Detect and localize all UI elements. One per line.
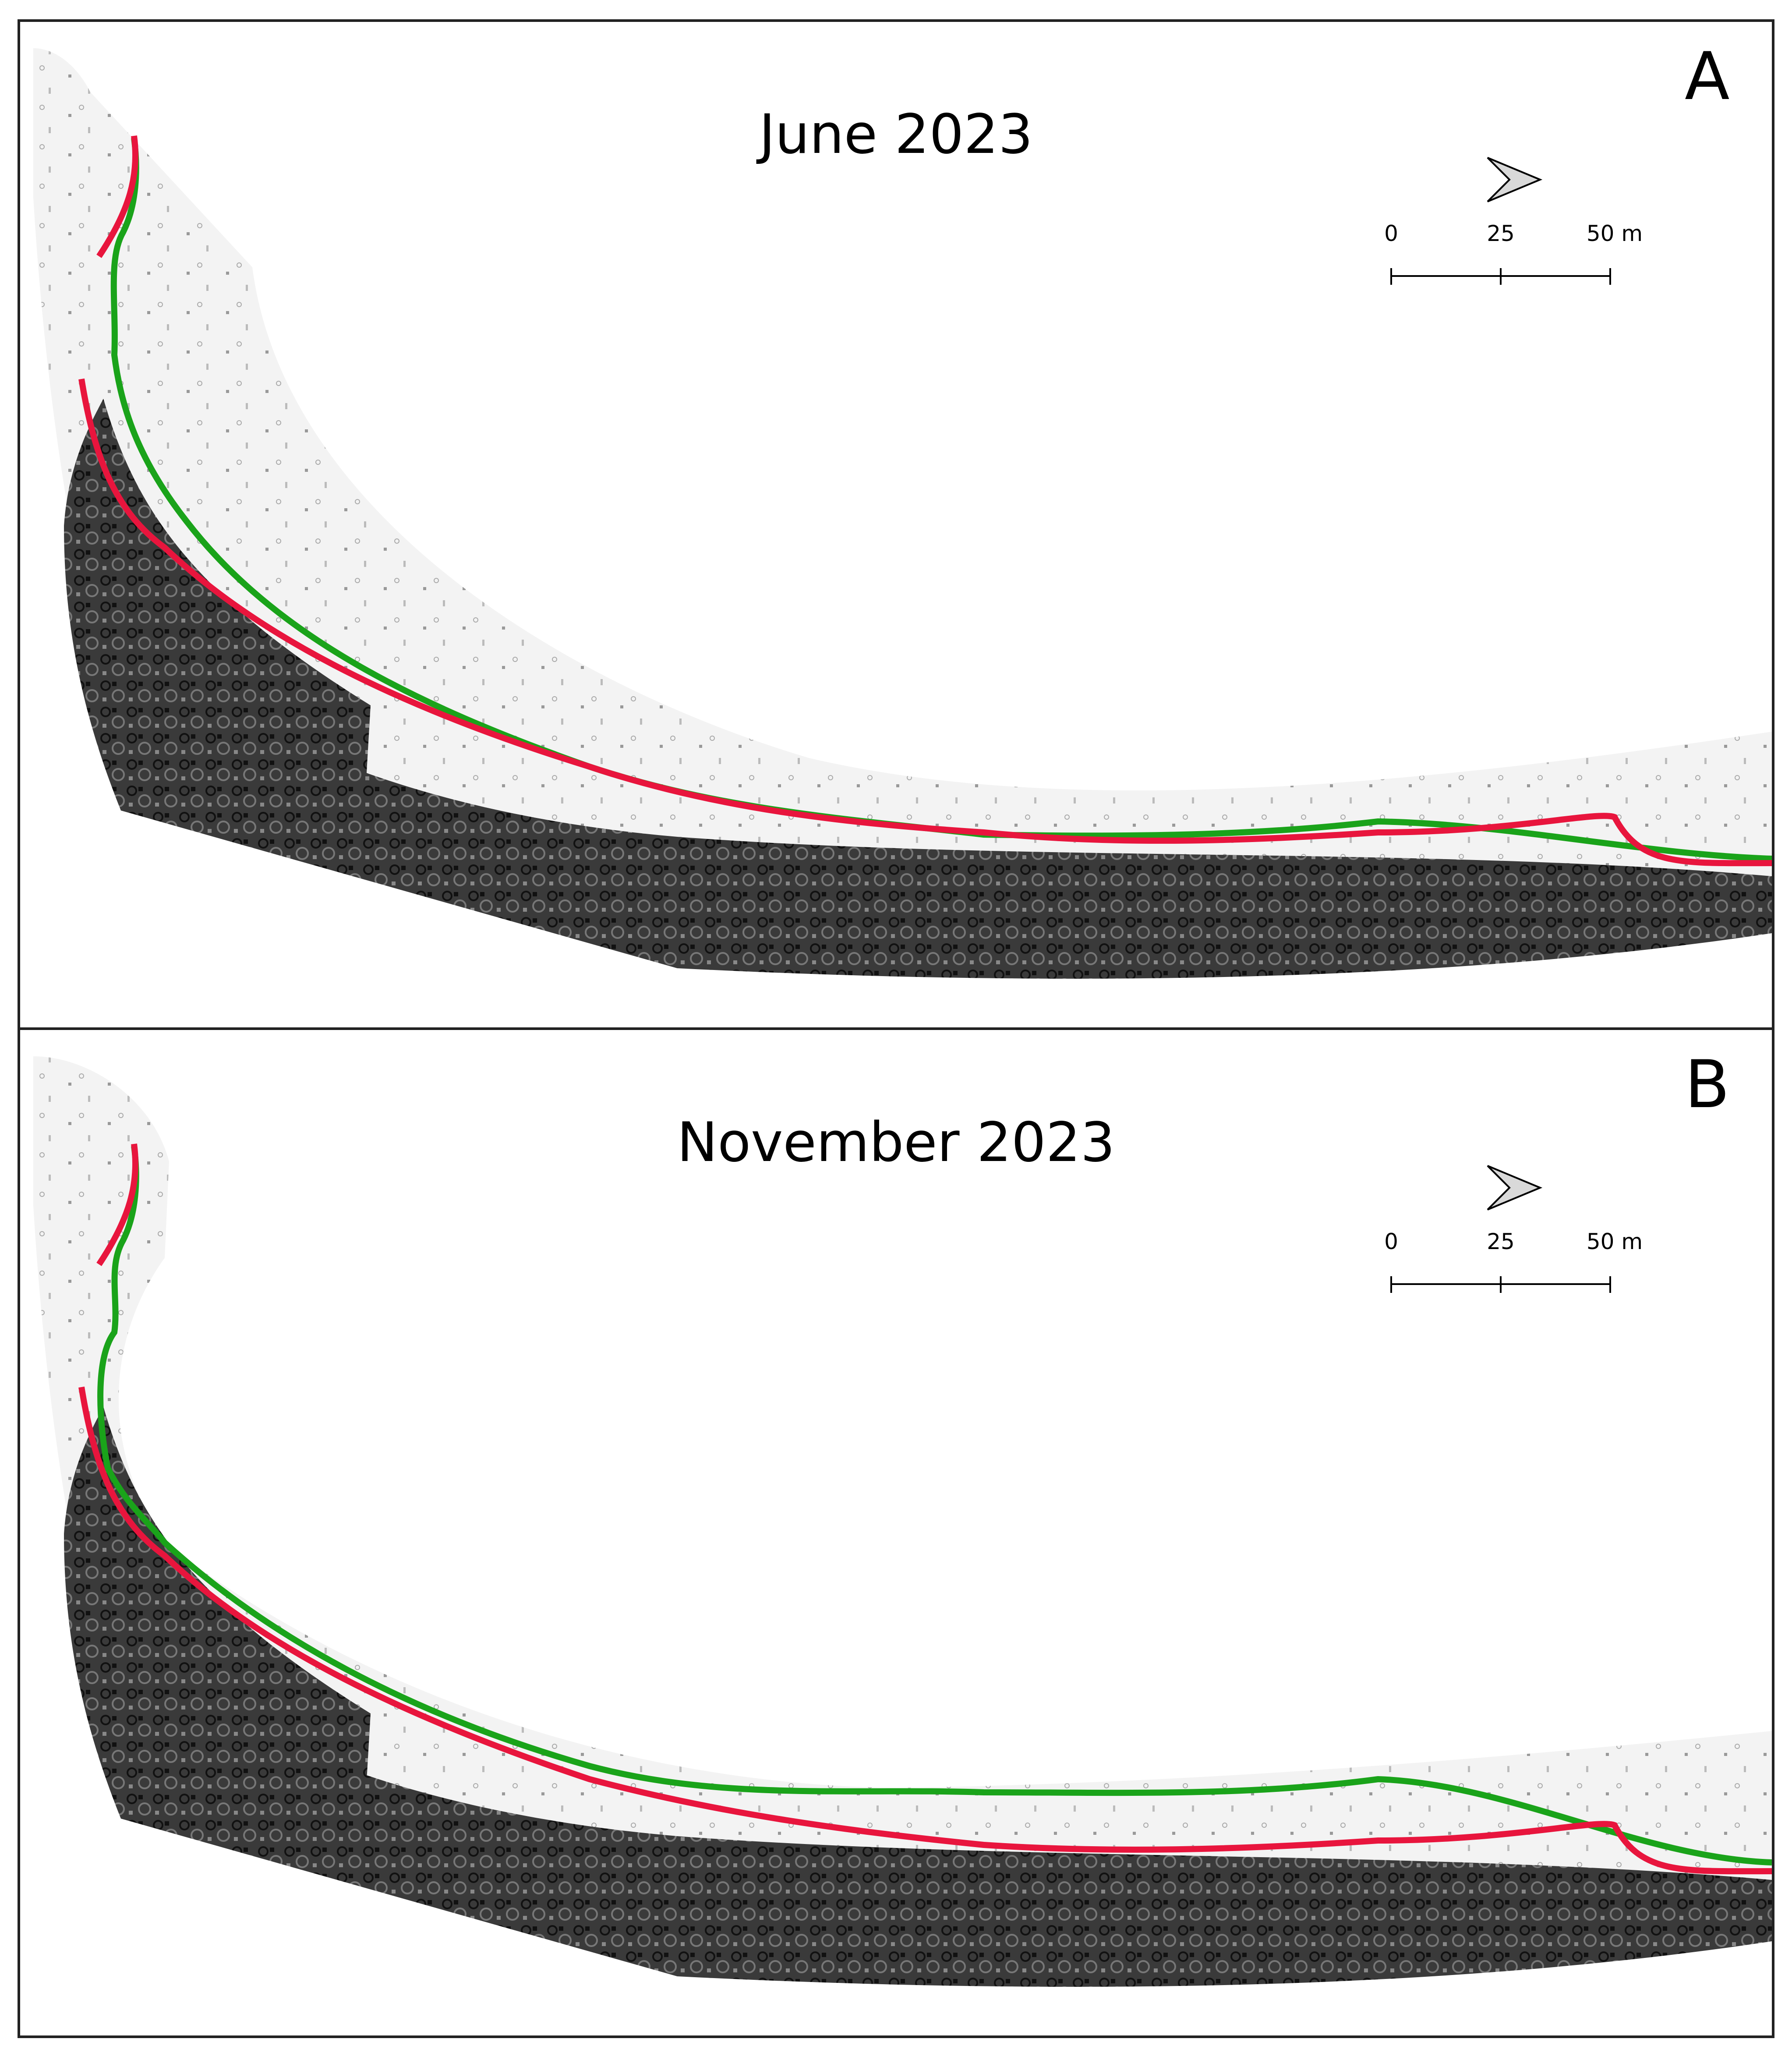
panel-title: June 2023 xyxy=(759,103,1033,166)
shoreline-green xyxy=(97,1146,1772,1865)
map-panel-b: B November 2023 0 25 50 m xyxy=(18,1027,1774,2038)
rock-area xyxy=(64,526,1772,979)
scale-label-50: 50 m xyxy=(1587,1229,1643,1254)
map-canvas-a xyxy=(33,48,1772,979)
panel-letter: A xyxy=(1685,39,1730,115)
north-arrow-icon xyxy=(1487,157,1543,202)
shoreline-red xyxy=(78,135,1772,867)
rock-area xyxy=(64,1534,1772,1987)
map-canvas-b xyxy=(33,1056,1772,1987)
scale-label-0: 0 xyxy=(1384,221,1398,246)
scale-and-north: 0 25 50 m xyxy=(1384,1165,1643,1293)
panel-letter: B xyxy=(1685,1047,1730,1123)
scale-label-50: 50 m xyxy=(1587,221,1643,246)
north-arrow-icon xyxy=(1487,1165,1543,1211)
rock-area-upper xyxy=(64,1407,371,1862)
panel-title: November 2023 xyxy=(677,1111,1115,1174)
map-panel-a: A June 2023 0 25 50 m xyxy=(18,19,1774,1030)
scale-label-0: 0 xyxy=(1384,1229,1398,1254)
rock-area-upper xyxy=(64,399,371,854)
shoreline-red xyxy=(78,1143,1772,1875)
beach-area xyxy=(33,48,1772,934)
scale-label-25: 25 xyxy=(1487,221,1515,246)
scale-label-25: 25 xyxy=(1487,1229,1515,1254)
scale-and-north: 0 25 50 m xyxy=(1384,157,1643,285)
